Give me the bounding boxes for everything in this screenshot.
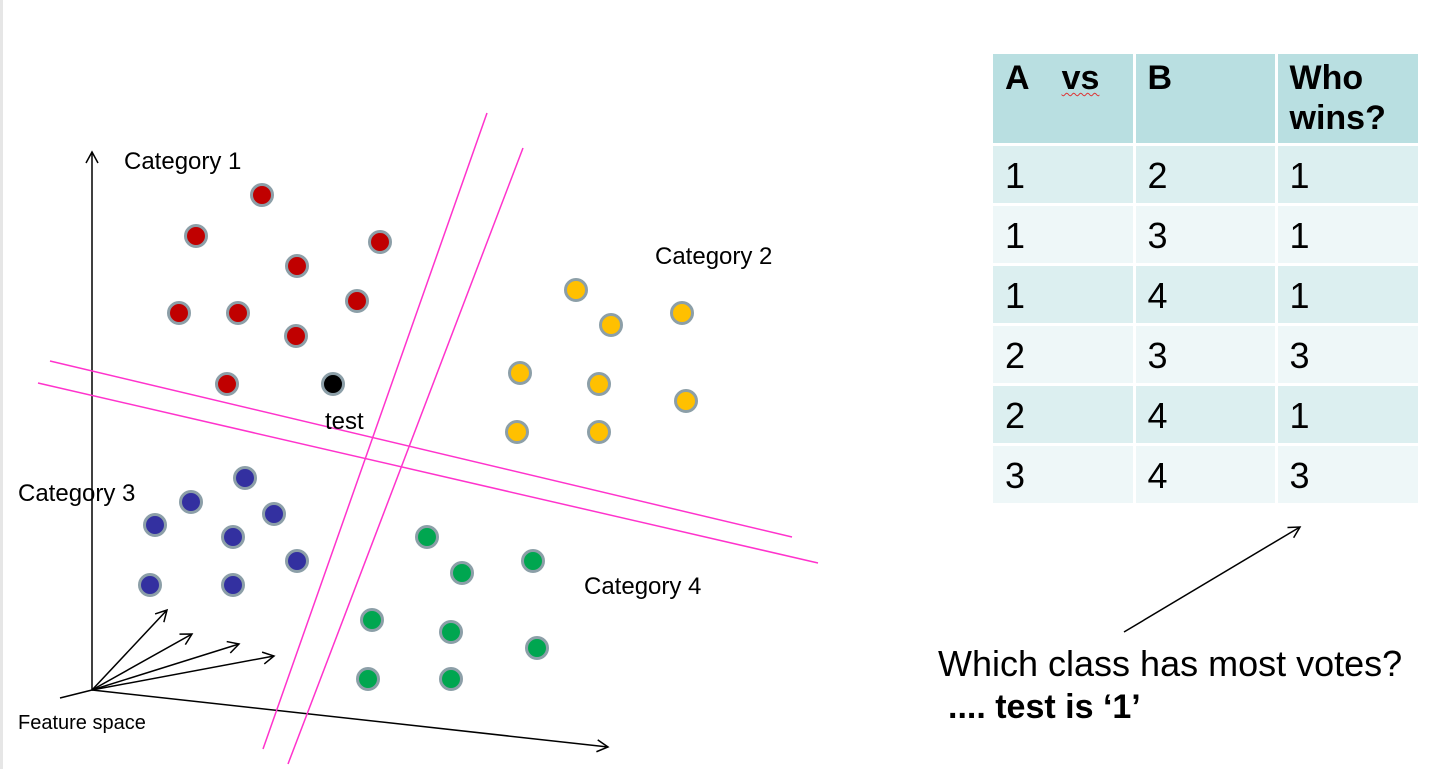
- category-3-point: [221, 573, 245, 597]
- category-3-point: [262, 502, 286, 526]
- cell-a: 1: [993, 144, 1134, 206]
- cell-b: 4: [1132, 384, 1276, 446]
- cell-winner: 1: [1274, 204, 1418, 266]
- category-1-point: [184, 224, 208, 248]
- feature-space-label: Feature space: [18, 712, 146, 734]
- category-4-point: [521, 549, 545, 573]
- category-2-label: Category 2: [655, 243, 773, 270]
- answer-text: .... test is ‘1’: [948, 688, 1141, 726]
- category-3-point: [138, 573, 162, 597]
- category-4-point: [356, 667, 380, 691]
- feature-vector: [91, 640, 241, 691]
- cell-b: 4: [1132, 264, 1276, 326]
- category-4-point: [415, 525, 439, 549]
- category-2-point: [670, 301, 694, 325]
- table-row: 1 2 1: [993, 144, 1418, 206]
- category-4-point: [439, 667, 463, 691]
- cell-winner: 3: [1274, 444, 1418, 506]
- header-winner: Who wins?: [1274, 54, 1418, 146]
- category-1-point: [226, 301, 250, 325]
- category-4-point: [525, 636, 549, 660]
- feature-vector: [91, 608, 169, 691]
- category-4-point: [439, 620, 463, 644]
- answer-arrow: [1123, 526, 1302, 633]
- question-text: Which class has most votes?: [938, 643, 1403, 684]
- cell-a: 2: [993, 384, 1134, 446]
- table-row: 2 3 3: [993, 324, 1418, 386]
- category-1-point: [368, 230, 392, 254]
- cell-winner: 1: [1274, 384, 1418, 446]
- decision-boundaries: [37, 112, 1302, 765]
- table-row: 3 4 3: [993, 444, 1418, 506]
- header-b: B: [1132, 54, 1276, 146]
- separator-line: [49, 360, 793, 538]
- category-2-point: [508, 361, 532, 385]
- category-1-point: [284, 324, 308, 348]
- category-2-point: [587, 420, 611, 444]
- test-point: [321, 372, 345, 396]
- table-row: 1 3 1: [993, 204, 1418, 266]
- category-2-point: [587, 372, 611, 396]
- cell-winner: 1: [1274, 264, 1418, 326]
- cell-b: 2: [1132, 144, 1276, 206]
- separator-line: [37, 382, 819, 564]
- cell-winner: 3: [1274, 324, 1418, 386]
- cell-b: 3: [1132, 204, 1276, 266]
- separator-line: [262, 112, 488, 750]
- cell-a: 1: [993, 204, 1134, 266]
- category-3-point: [233, 466, 257, 490]
- cell-b: 3: [1132, 324, 1276, 386]
- category-2-point: [564, 278, 588, 302]
- category-1-point: [167, 301, 191, 325]
- category-1-point: [215, 372, 239, 396]
- category-4-label: Category 4: [584, 573, 702, 600]
- table-row: 1 4 1: [993, 264, 1418, 326]
- category-1-point: [285, 254, 309, 278]
- feature-vector: [91, 651, 276, 691]
- category-3-label: Category 3: [18, 480, 136, 507]
- category-1-point: [250, 183, 274, 207]
- separator-line: [287, 147, 524, 765]
- x-axis: [91, 689, 610, 753]
- category-2-point: [505, 420, 529, 444]
- category-3-point: [143, 513, 167, 537]
- category-3-point: [285, 549, 309, 573]
- category-3-point: [179, 490, 203, 514]
- category-1-label: Category 1: [124, 148, 242, 175]
- cell-a: 3: [993, 444, 1134, 506]
- feature-vector: [91, 633, 194, 691]
- header-vs: vs: [1061, 59, 1100, 97]
- category-2-point: [674, 389, 698, 413]
- cell-winner: 1: [1274, 144, 1418, 206]
- category-1-point: [345, 289, 369, 313]
- category-4-point: [450, 561, 474, 585]
- data-points: [138, 183, 698, 691]
- cell-b: 4: [1132, 444, 1276, 506]
- table-row: 2 4 1: [993, 384, 1418, 446]
- category-2-point: [599, 313, 623, 337]
- category-4-point: [360, 608, 384, 632]
- slide-edge: [0, 0, 3, 769]
- axes: [59, 150, 610, 753]
- cell-a: 2: [993, 324, 1134, 386]
- z-axis: [59, 689, 93, 699]
- category-3-point: [221, 525, 245, 549]
- test-point-label: test: [325, 408, 364, 435]
- cell-a: 1: [993, 264, 1134, 326]
